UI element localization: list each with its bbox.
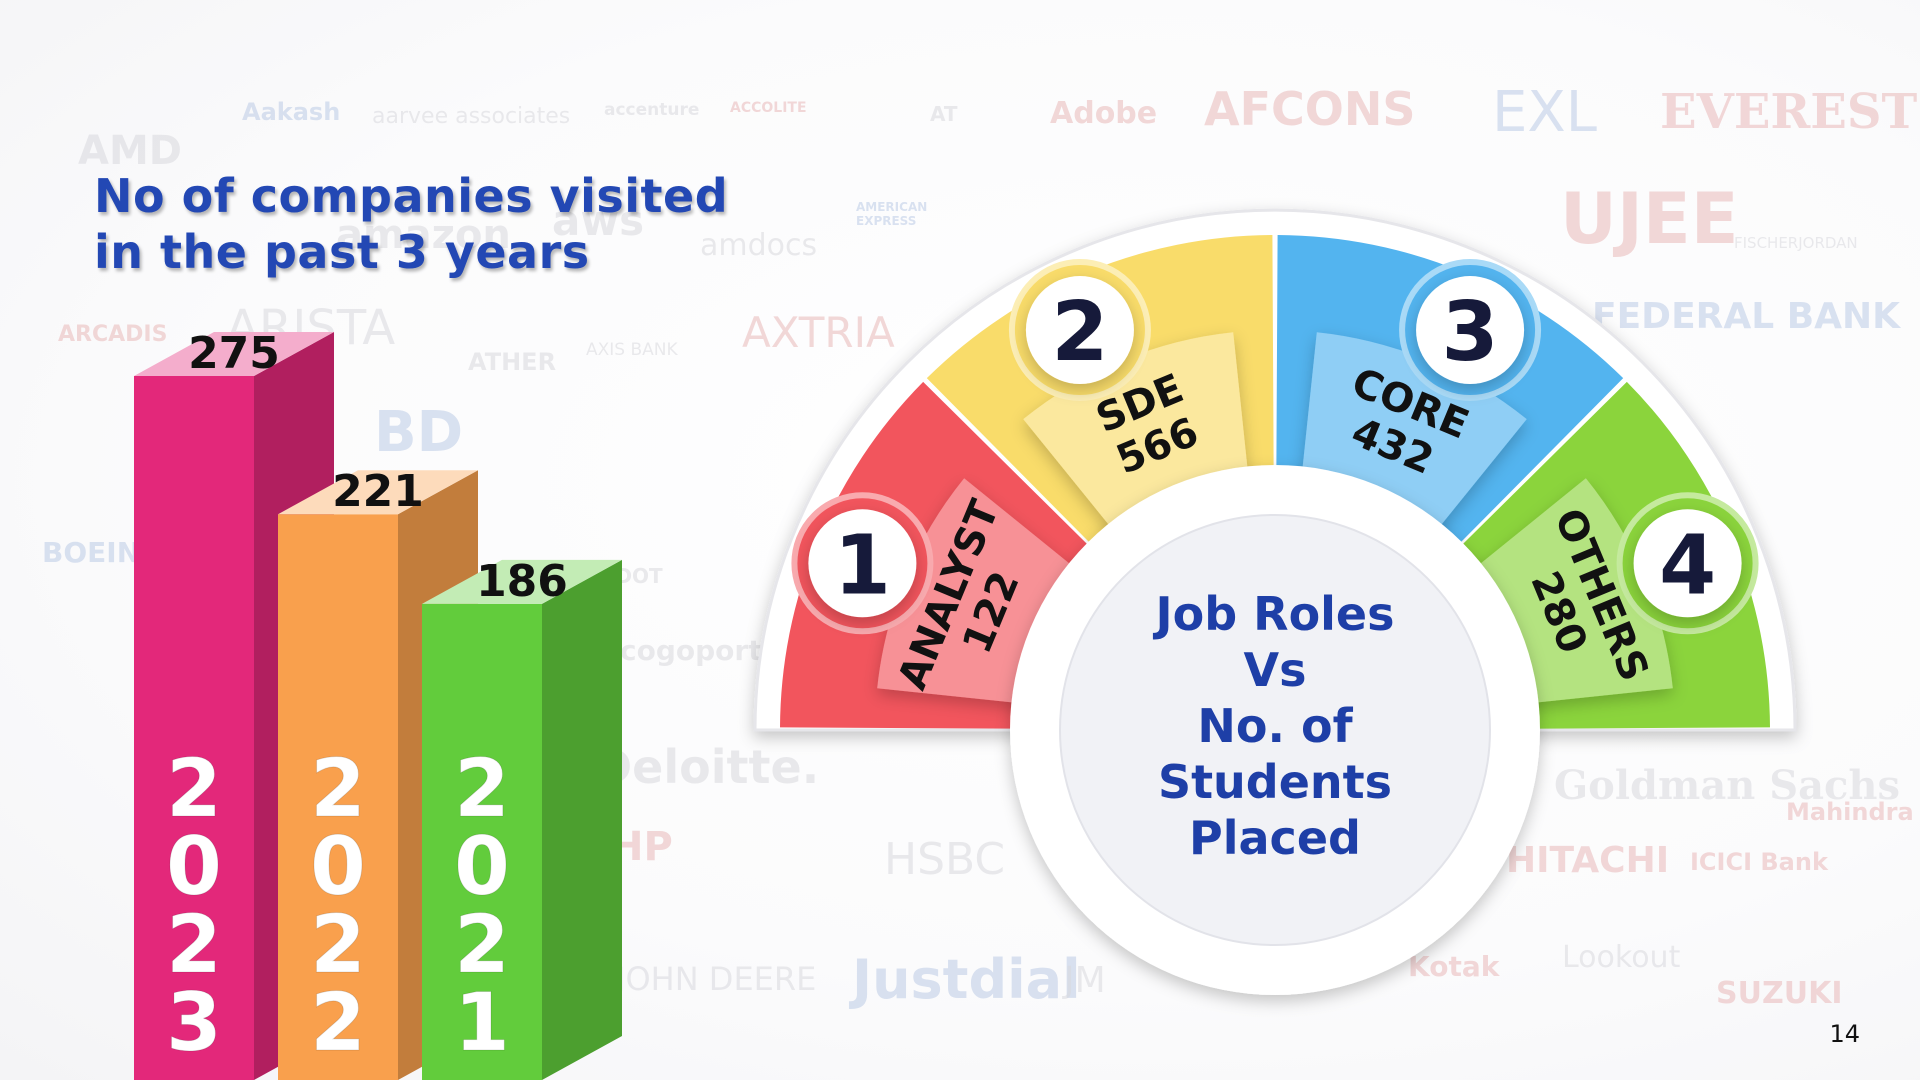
logo-justdial: Justdial [852,948,1081,1011]
bar-year-digit: 0 [454,820,510,913]
segment-number-3: 3 [1442,285,1499,380]
bar-year-digit: 2 [310,898,366,991]
bar-front-2023 [134,376,254,1080]
logo-ather: ATHER [468,348,557,376]
chart-center-line-4: Students [1158,755,1392,809]
logo-afcons: AFCONS [1204,82,1416,136]
chart-center-line-2: Vs [1244,643,1307,697]
logo-arcadis: ARCADIS [58,322,168,347]
logo-mahindra: Mahindra [1786,798,1914,826]
slide-title-line-1: No of companies visited [94,169,729,223]
logo-amd: AMD [78,128,182,174]
segment-number-4: 4 [1659,518,1716,613]
bar-front-2022 [278,514,398,1080]
page-number: 14 [1829,1020,1860,1048]
bar-year-digit: 1 [454,976,510,1069]
logo-goldman-sachs: Goldman Sachs [1554,762,1901,809]
logo-hsbc: HSBC [884,834,1006,885]
bar-year-digit: 2 [454,742,510,835]
segment-bubble-2 [1025,276,1134,385]
center-disc-inner [1059,514,1491,946]
segment-bubble-1 [808,509,917,618]
logo-suzuki: SUZUKI [1716,976,1843,1011]
segment-bubble-3 [1416,276,1525,385]
logo-exl: EXL [1492,80,1597,145]
chart-center-line-3: No. of [1197,699,1353,753]
slide-title-line-2: in the past 3 years [94,225,590,279]
logo-adobe: Adobe [1050,96,1158,131]
bar-value-2021: 186 [476,556,568,607]
chart-center [1010,465,1540,995]
bar-top-2022 [278,470,478,515]
bar-year-digit: 2 [310,976,366,1069]
logo-federal-bank: FEDERAL BANK [1592,296,1901,337]
logo-cogoport: cogoport [620,634,762,667]
logo-kotak: Kotak [1408,950,1500,983]
logo-amex: AMERICAN EXPRESS [856,200,928,228]
bar-top-2023 [134,332,334,376]
bar-year-digit: 0 [310,820,366,913]
logo-amdocs: amdocs [700,228,818,263]
chart-center-line-5: Placed [1189,811,1361,865]
bar-front-2021 [422,603,542,1080]
logo-icici: ICICI Bank [1690,848,1828,876]
bar-year-digit: 0 [166,820,222,913]
bar-year-digit: 2 [454,898,510,991]
segment-number-2: 2 [1051,285,1108,380]
bar-year-digit: 2 [166,742,222,835]
logo-axtria: AXTRIA [742,308,895,357]
chart-center-line-1: Job Roles [1152,587,1394,641]
slide-title: No of companies visited in the past 3 ye… [94,168,728,280]
logo-axis-bank: AXIS BANK [586,340,678,360]
logo-bd: BD [374,400,464,465]
bar-top-2021 [422,559,622,604]
logo-aws: aws [552,196,645,245]
bar-side-2021 [542,559,622,1080]
logo-accolite: ACCOLITE [730,100,807,116]
logo-everest: EVEREST [1660,84,1918,140]
logo-amazon: amazon [336,212,511,258]
bar-year-digit: 2 [310,742,366,835]
logo-jm: JM [1064,960,1106,1001]
logo-deloitte: Deloitte. [594,740,820,794]
logo-john-deere: JOHN DEERE [616,960,817,998]
bar-year-digit: 2 [166,898,222,991]
logo-hitachi: HITACHI [1506,840,1670,881]
bar-value-2022: 221 [332,466,424,517]
logo-lookout: Lookout [1562,940,1681,975]
bar-value-2023: 275 [188,328,280,379]
segment-bubble-4 [1633,509,1742,618]
logo-ujee: UJEE [1560,178,1739,260]
bar-year-digit: 3 [166,976,222,1069]
logo-at: AT [930,102,958,126]
logo-aarvee: aarvee associates [372,104,571,129]
logo-aakash: Aakash [242,98,341,126]
logo-accenture: accenture [604,100,700,120]
segment-number-1: 1 [834,518,891,613]
logo-fischerjordan: FISCHERJORDAN [1734,234,1858,252]
